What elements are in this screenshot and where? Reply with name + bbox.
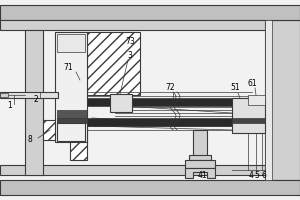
Bar <box>55 32 87 142</box>
Bar <box>0 93 8 97</box>
Bar <box>193 130 207 158</box>
Text: 1: 1 <box>8 102 12 110</box>
Polygon shape <box>185 168 215 178</box>
Text: 61: 61 <box>247 78 257 88</box>
Bar <box>25 30 43 175</box>
Text: 71: 71 <box>63 64 73 72</box>
Bar <box>232 98 265 133</box>
Bar <box>57 34 85 52</box>
Text: 3: 3 <box>128 50 132 60</box>
Polygon shape <box>43 120 87 160</box>
Text: 6: 6 <box>262 170 266 180</box>
Text: 72: 72 <box>165 84 175 92</box>
Text: 8: 8 <box>28 136 32 144</box>
Bar <box>57 110 87 118</box>
Bar <box>189 155 211 160</box>
Bar <box>232 118 265 123</box>
Bar <box>0 92 58 98</box>
Bar <box>57 123 85 141</box>
Polygon shape <box>87 32 140 95</box>
Text: 4: 4 <box>249 170 254 180</box>
Text: 5: 5 <box>255 170 260 180</box>
Bar <box>57 118 87 123</box>
Bar <box>265 20 272 180</box>
Bar <box>265 20 300 180</box>
Bar <box>0 5 300 20</box>
Text: 51: 51 <box>230 84 240 92</box>
Bar <box>185 160 215 168</box>
Bar <box>248 95 265 105</box>
Bar <box>0 180 300 195</box>
Bar <box>110 94 132 112</box>
Bar <box>57 118 85 138</box>
Text: 73: 73 <box>125 38 135 46</box>
Text: 2: 2 <box>34 96 38 104</box>
Bar <box>0 165 265 175</box>
Bar <box>87 98 265 106</box>
Bar <box>0 20 265 30</box>
Text: 41: 41 <box>197 170 207 180</box>
Bar <box>87 118 265 126</box>
